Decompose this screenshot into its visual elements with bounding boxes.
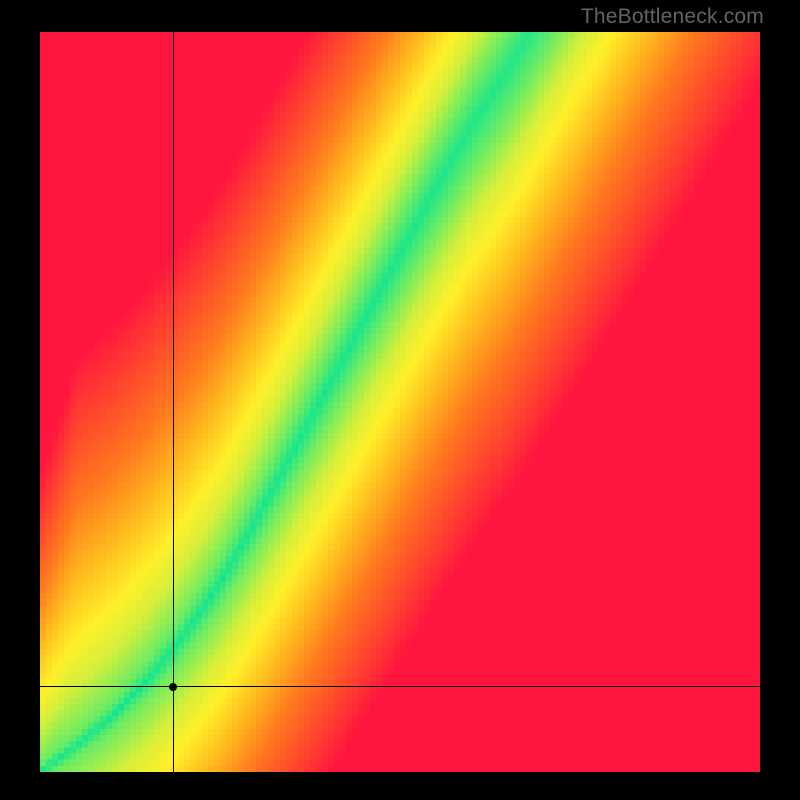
chart-container: TheBottleneck.com [0,0,800,800]
crosshair-horizontal-line [40,686,760,687]
crosshair-vertical-line [173,32,174,772]
bottleneck-heatmap [40,32,760,772]
watermark-text: TheBottleneck.com [581,5,764,29]
